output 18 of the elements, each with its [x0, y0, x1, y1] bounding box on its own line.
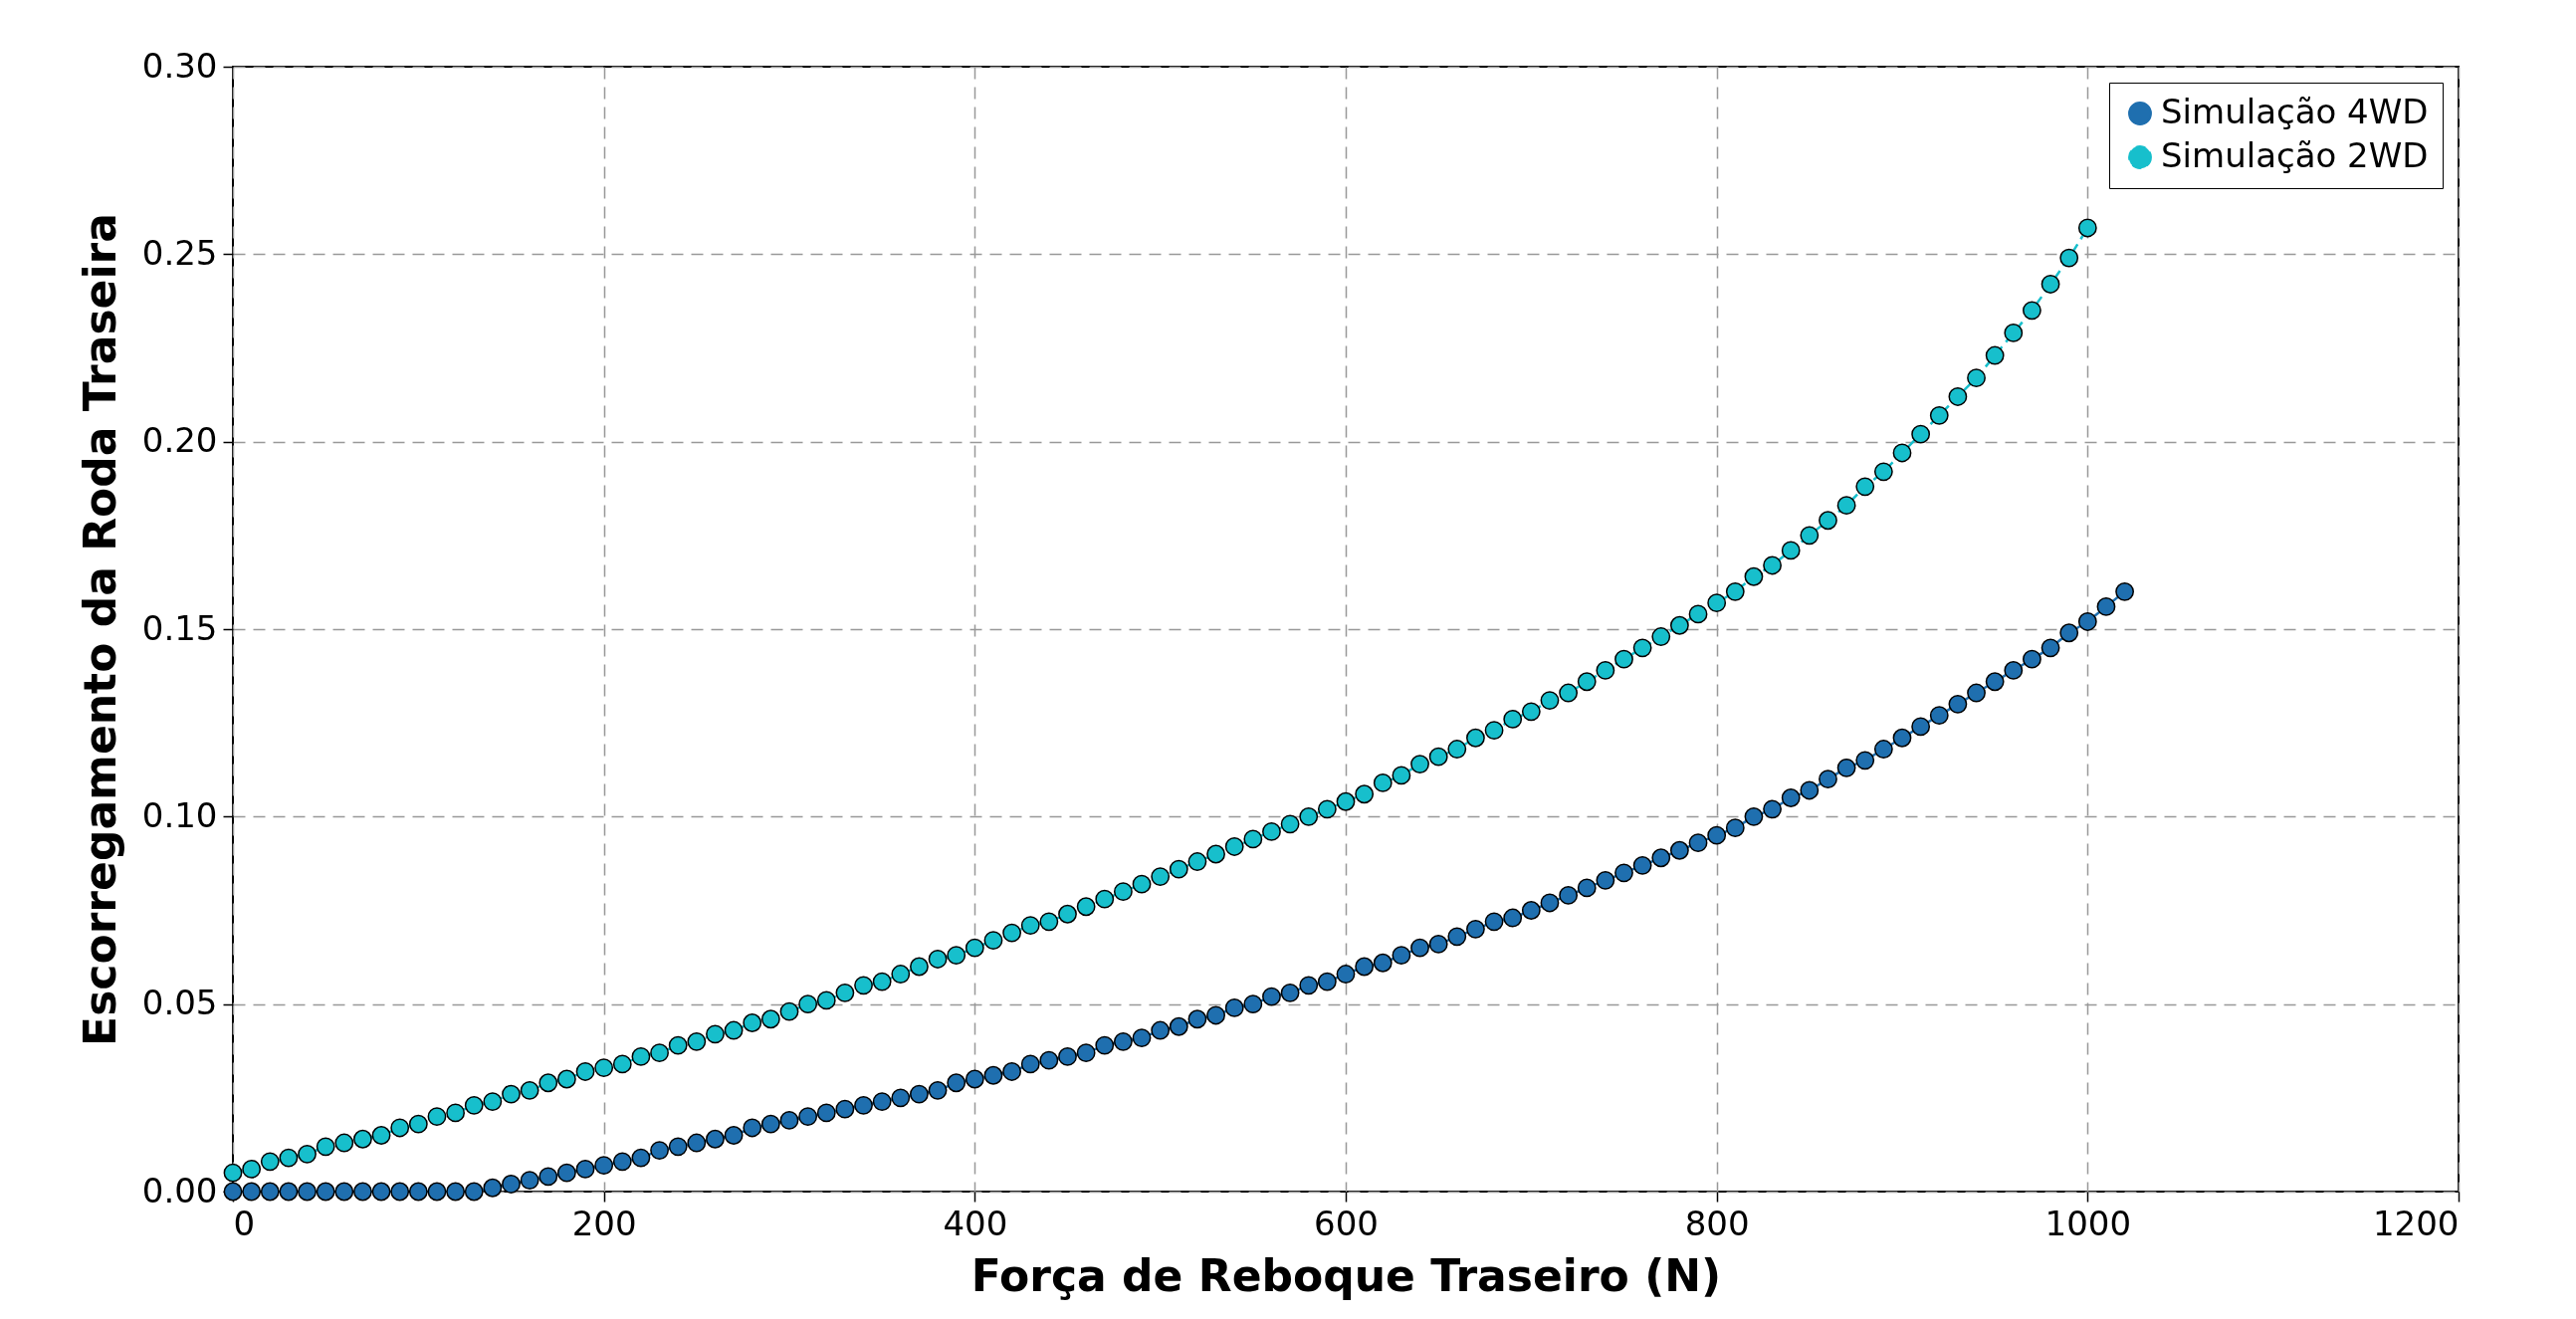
x-tick-label: 800	[1684, 1203, 1750, 1243]
x-tick-label: 400	[943, 1203, 1008, 1243]
y-tick-label: 0.10	[141, 794, 218, 835]
y-tick-label: 0.25	[141, 232, 218, 273]
y-tick-label: 0.30	[141, 45, 218, 86]
y-axis-title: Escorregamento da Roda Traseira	[74, 213, 125, 1046]
x-tick-label: 200	[571, 1203, 637, 1243]
x-tick-label: 600	[1314, 1203, 1379, 1243]
x-tick-label: 1000	[2044, 1203, 2132, 1243]
x-tick-label: 1200	[2372, 1203, 2460, 1243]
y-tick-label: 0.20	[141, 420, 218, 461]
y-tick-label: 0.15	[141, 607, 218, 648]
legend-label: Simulação 2WD	[2161, 135, 2429, 175]
y-tick-label: 0.05	[141, 983, 218, 1023]
legend-label: Simulação 4WD	[2161, 92, 2429, 131]
x-tick-label: 0	[233, 1203, 256, 1243]
x-axis-title: Força de Reboque Traseiro (N)	[970, 1249, 1722, 1301]
y-tick-label: 0.00	[141, 1170, 218, 1210]
